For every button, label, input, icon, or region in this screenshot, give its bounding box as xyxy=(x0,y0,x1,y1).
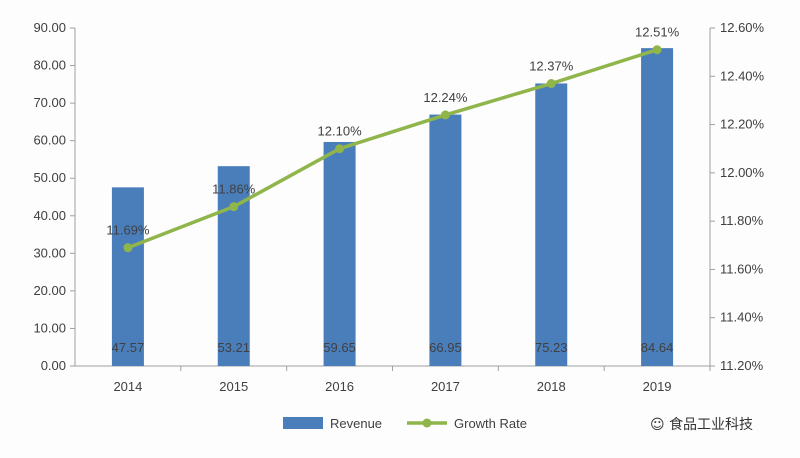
left-tick-label: 70.00 xyxy=(33,95,66,110)
growth-rate-label: 12.37% xyxy=(529,59,574,74)
right-tick-label: 12.60% xyxy=(720,20,765,35)
legend-revenue-swatch xyxy=(283,417,323,429)
x-tick-label: 2016 xyxy=(325,379,354,394)
watermark-text: 食品工业科技 xyxy=(669,417,754,433)
growth-rate-point xyxy=(652,45,662,55)
growth-rate-point xyxy=(229,202,239,212)
growth-rate-label: 12.24% xyxy=(423,90,468,105)
watermark: ☺ 食品工业科技 xyxy=(650,414,753,434)
legend-growth-label: Growth Rate xyxy=(454,416,527,431)
rate-labels: 11.69% 11.86% 12.10% 12.24% 12.37% 12.51% xyxy=(106,25,679,238)
x-tick-label: 2019 xyxy=(643,379,672,394)
growth-rate-point xyxy=(440,110,450,120)
revenue-bar xyxy=(323,141,356,366)
left-tick-label: 0.00 xyxy=(41,358,66,373)
left-tick-label: 40.00 xyxy=(33,208,66,223)
revenue-bar-label: 53.21 xyxy=(217,340,250,355)
right-tick-label: 11.40% xyxy=(720,310,764,325)
growth-rate-point xyxy=(546,79,556,89)
growth-rate-label: 12.10% xyxy=(318,124,363,139)
revenue-bar xyxy=(641,48,674,367)
left-tick-label: 20.00 xyxy=(33,283,66,298)
growth-rate-point xyxy=(123,243,133,253)
right-tick-label: 12.20% xyxy=(720,117,765,132)
wechat-icon: ☺ xyxy=(650,417,665,433)
growth-rate-point xyxy=(335,144,345,154)
right-tick-label: 11.20% xyxy=(720,358,764,373)
bars xyxy=(111,48,674,367)
revenue-bar xyxy=(535,83,568,367)
right-tick-label: 12.40% xyxy=(720,68,765,83)
legend-revenue-label: Revenue xyxy=(330,416,382,431)
revenue-bar-label: 59.65 xyxy=(323,340,356,355)
x-tick-label: 2015 xyxy=(219,379,248,394)
revenue-bar-label: 47.57 xyxy=(112,340,145,355)
left-tick-label: 50.00 xyxy=(33,170,66,185)
growth-rate-label: 12.51% xyxy=(635,25,680,40)
growth-rate-line xyxy=(127,48,658,250)
revenue-bar xyxy=(429,114,462,366)
revenue-bar-label: 66.95 xyxy=(429,340,462,355)
x-tick-label: 2018 xyxy=(537,379,566,394)
x-tick-label: 2014 xyxy=(113,379,142,394)
legend: Revenue Growth Rate xyxy=(283,416,527,431)
bar-labels: 47.57 53.21 59.65 66.95 75.23 84.64 xyxy=(112,340,674,355)
axes: 0.00 10.00 20.00 30.00 40.00 50.00 60.00 70.00 8… xyxy=(33,20,764,394)
left-tick-label: 30.00 xyxy=(33,245,66,260)
growth-line xyxy=(123,45,662,253)
growth-rate-label: 11.69% xyxy=(106,223,150,238)
left-tick-label: 10.00 xyxy=(33,320,66,335)
left-tick-label: 90.00 xyxy=(33,20,66,35)
legend-growth-marker xyxy=(422,418,432,428)
revenue-bar xyxy=(111,187,144,366)
revenue-bar-label: 84.64 xyxy=(641,340,674,355)
right-tick-label: 11.60% xyxy=(720,261,764,276)
revenue-bar-label: 75.23 xyxy=(535,340,568,355)
x-tick-label: 2017 xyxy=(431,379,460,394)
right-tick-label: 12.00% xyxy=(720,165,765,180)
left-tick-label: 80.00 xyxy=(33,58,66,73)
right-tick-label: 11.80% xyxy=(720,213,764,228)
growth-rate-label: 11.86% xyxy=(212,182,256,197)
left-tick-label: 60.00 xyxy=(33,133,66,148)
